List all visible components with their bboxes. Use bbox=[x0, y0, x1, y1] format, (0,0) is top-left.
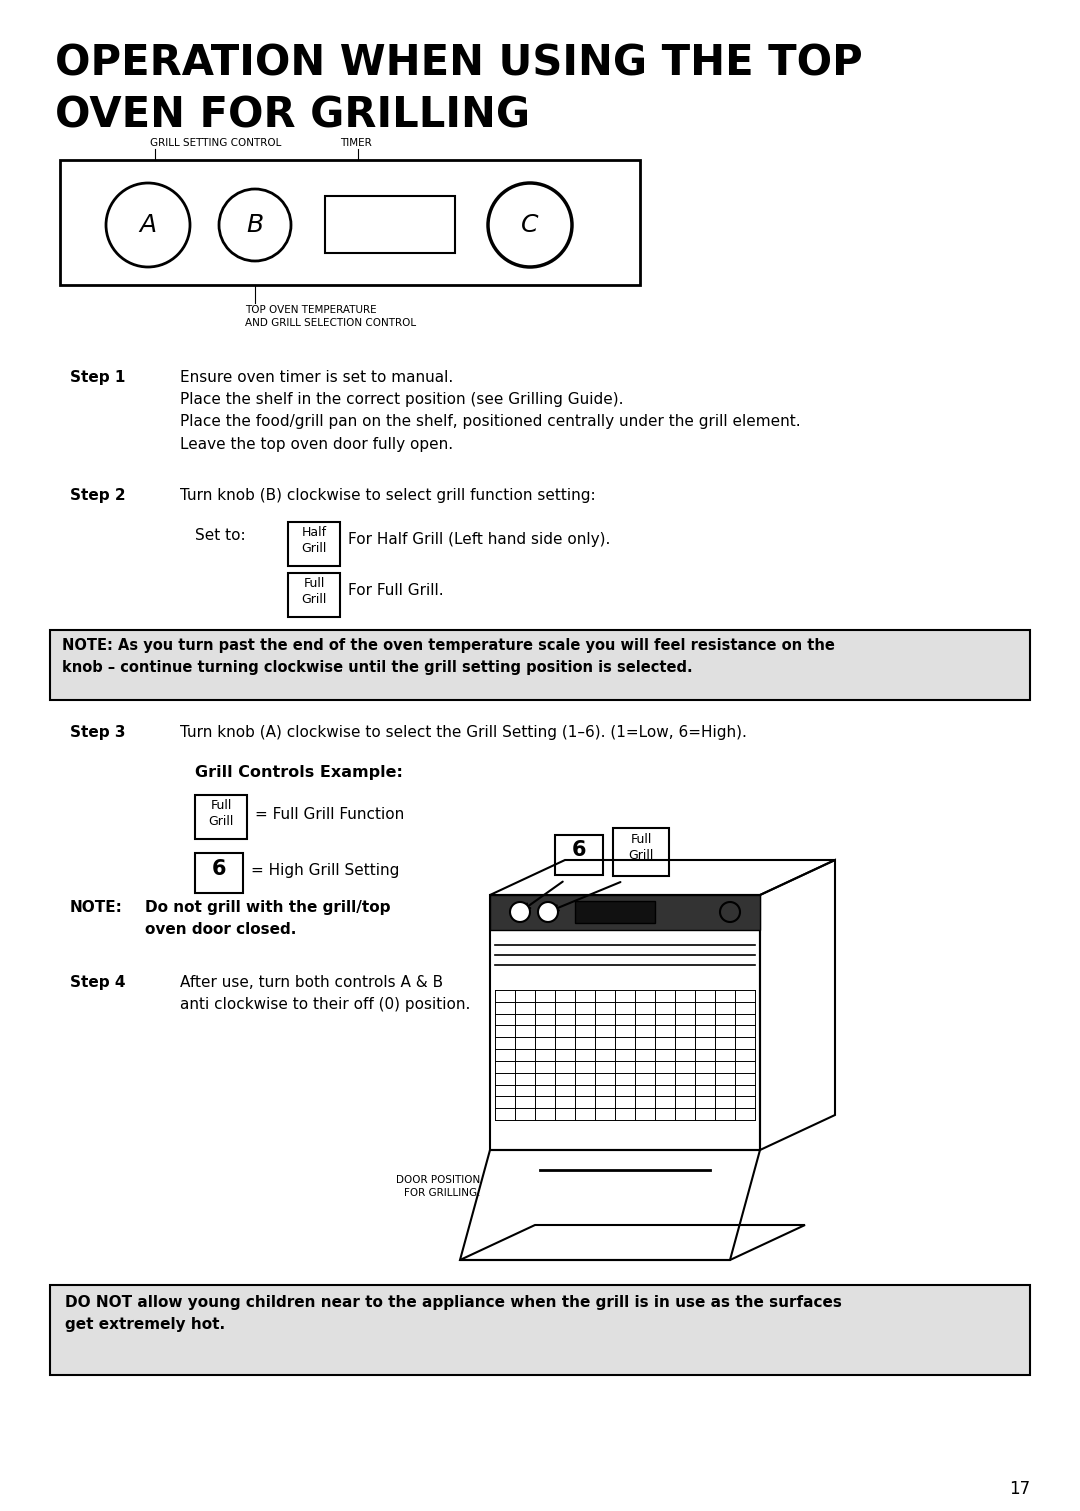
Text: Full
Grill: Full Grill bbox=[208, 799, 233, 828]
Text: OVEN FOR GRILLING: OVEN FOR GRILLING bbox=[55, 95, 530, 138]
Text: OPERATION WHEN USING THE TOP: OPERATION WHEN USING THE TOP bbox=[55, 42, 863, 85]
Bar bbox=[613, 828, 669, 876]
Bar bbox=[50, 630, 1030, 700]
Text: Step 4: Step 4 bbox=[70, 975, 125, 990]
Circle shape bbox=[510, 902, 530, 922]
Text: For Half Grill (Left hand side only).: For Half Grill (Left hand side only). bbox=[348, 532, 610, 547]
Text: NOTE:: NOTE: bbox=[70, 901, 123, 916]
Text: = High Grill Setting: = High Grill Setting bbox=[251, 863, 400, 878]
Text: After use, turn both controls A & B
anti clockwise to their off (0) position.: After use, turn both controls A & B anti… bbox=[180, 975, 471, 1011]
Bar bbox=[195, 854, 243, 893]
Bar bbox=[288, 573, 340, 616]
Text: Full
Grill: Full Grill bbox=[629, 833, 653, 861]
Text: Do not grill with the grill/top
oven door closed.: Do not grill with the grill/top oven doo… bbox=[145, 901, 391, 937]
Bar bbox=[325, 196, 455, 252]
Text: C: C bbox=[522, 213, 539, 237]
Text: Ensure oven timer is set to manual.
Place the shelf in the correct position (see: Ensure oven timer is set to manual. Plac… bbox=[180, 370, 800, 452]
Text: 17: 17 bbox=[1010, 1479, 1030, 1497]
Bar bbox=[288, 521, 340, 567]
Text: GRILL SETTING CONTROL: GRILL SETTING CONTROL bbox=[150, 138, 282, 148]
Text: = Full Grill Function: = Full Grill Function bbox=[255, 807, 404, 822]
Bar bbox=[50, 1284, 1030, 1375]
Bar bbox=[490, 895, 760, 929]
Text: Turn knob (B) clockwise to select grill function setting:: Turn knob (B) clockwise to select grill … bbox=[180, 488, 596, 503]
Text: Set to:: Set to: bbox=[195, 527, 245, 542]
Text: NOTE: As you turn past the end of the oven temperature scale you will feel resis: NOTE: As you turn past the end of the ov… bbox=[62, 638, 835, 674]
Text: For Full Grill.: For Full Grill. bbox=[348, 583, 444, 598]
Text: Step 1: Step 1 bbox=[70, 370, 125, 385]
Circle shape bbox=[538, 902, 558, 922]
Text: DO NOT allow young children near to the appliance when the grill is in use as th: DO NOT allow young children near to the … bbox=[65, 1295, 842, 1331]
Text: Half
Grill: Half Grill bbox=[301, 526, 326, 555]
Text: Full
Grill: Full Grill bbox=[301, 577, 326, 606]
Bar bbox=[195, 795, 247, 839]
Text: Turn knob (A) clockwise to select the Grill Setting (1–6). (1=Low, 6=High).: Turn knob (A) clockwise to select the Gr… bbox=[180, 725, 747, 740]
Text: TOP OVEN TEMPERATURE
AND GRILL SELECTION CONTROL: TOP OVEN TEMPERATURE AND GRILL SELECTION… bbox=[245, 305, 416, 328]
Text: Step 2: Step 2 bbox=[70, 488, 125, 503]
Text: DOOR POSITION
FOR GRILLING.: DOOR POSITION FOR GRILLING. bbox=[395, 1176, 480, 1198]
Text: A: A bbox=[139, 213, 157, 237]
Bar bbox=[575, 901, 654, 923]
Text: Grill Controls Example:: Grill Controls Example: bbox=[195, 765, 403, 780]
Text: 6: 6 bbox=[212, 858, 226, 879]
Text: TIMER: TIMER bbox=[340, 138, 372, 148]
Bar bbox=[555, 836, 603, 875]
Text: B: B bbox=[246, 213, 264, 237]
Text: 6: 6 bbox=[571, 840, 586, 860]
Bar bbox=[60, 160, 640, 286]
Text: Step 3: Step 3 bbox=[70, 725, 125, 740]
